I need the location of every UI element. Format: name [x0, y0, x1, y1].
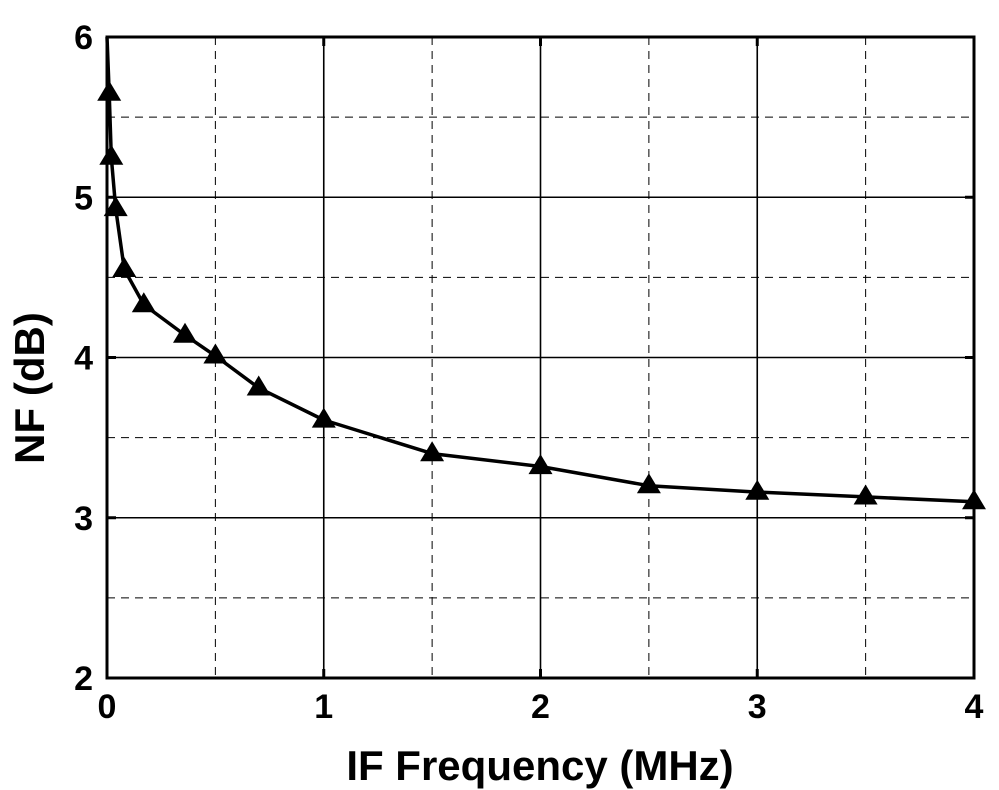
- y-tick-label: 4: [74, 340, 93, 378]
- data-point-marker: [745, 479, 770, 500]
- x-tick-label: 2: [531, 688, 550, 726]
- data-point-marker: [962, 489, 986, 510]
- major-grid: [107, 37, 974, 678]
- x-tick-labels: 0 1 2 3 4: [98, 688, 984, 726]
- series-line: [105, 36, 975, 504]
- y-tick-label: 2: [74, 660, 93, 698]
- data-point-marker: [103, 196, 128, 217]
- x-tick-label: 0: [98, 688, 117, 726]
- y-tick-label: 5: [74, 179, 93, 217]
- data-point-marker: [131, 292, 156, 313]
- data-point-marker: [99, 144, 124, 165]
- data-point-marker: [246, 375, 271, 396]
- y-axis-label: NF (dB): [6, 312, 53, 464]
- minor-grid: [107, 37, 974, 678]
- data-point-marker: [311, 407, 336, 428]
- y-tick-label: 3: [74, 500, 93, 538]
- data-point-marker: [420, 441, 445, 462]
- data-point-marker: [528, 454, 553, 475]
- data-point-marker: [853, 484, 878, 505]
- data-point-marker: [97, 80, 122, 101]
- x-axis-label: IF Frequency (MHz): [346, 742, 733, 789]
- plot-frame: [105, 35, 976, 680]
- data-point-marker: [203, 343, 228, 364]
- series-markers: [97, 80, 986, 510]
- x-tick-label: 1: [314, 688, 333, 726]
- data-point-marker: [636, 473, 661, 494]
- x-tick-label: 4: [965, 688, 984, 726]
- y-tick-label: 6: [74, 19, 93, 57]
- data-point-marker: [173, 322, 197, 343]
- x-tick-label: 3: [748, 688, 767, 726]
- data-point-marker: [112, 257, 137, 277]
- y-tick-labels: 2 3 4 5 6: [74, 19, 93, 698]
